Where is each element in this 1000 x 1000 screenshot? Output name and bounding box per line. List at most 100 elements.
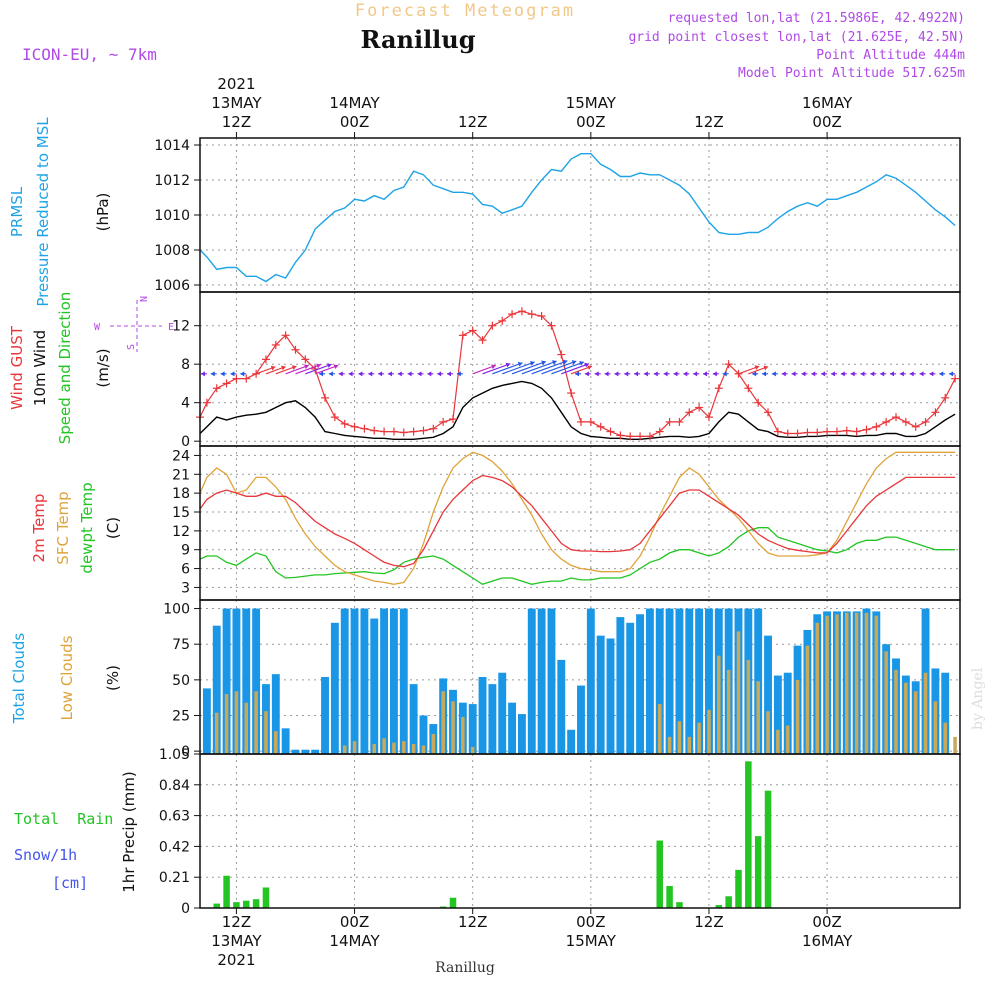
- y-tick-label: 25: [172, 709, 190, 725]
- total-cloud-bar: [242, 608, 251, 754]
- y-tick-label: 15: [172, 505, 190, 521]
- precip-label-rain: Total Rain: [14, 810, 113, 828]
- info-line-3: Point Altitude 444m: [816, 48, 965, 63]
- wind-arrow-head: [291, 365, 297, 370]
- low-cloud-bar: [795, 679, 800, 754]
- wind-direction-arrow: [482, 363, 511, 375]
- wind-arrow-head: [624, 371, 629, 377]
- info-line-4: Model Point Altitude 517.625m: [738, 66, 965, 81]
- precip-labels: Total Rain Snow/1h [cm] 1hr Precip (mm): [14, 771, 138, 892]
- y-tick-label: 0: [181, 744, 190, 760]
- total-cloud-bar: [577, 685, 585, 754]
- total-cloud-bar: [508, 702, 517, 754]
- y-tick-label: 12: [172, 524, 190, 540]
- y-tick-label: 1014: [154, 138, 190, 154]
- low-cloud-bar: [667, 736, 672, 754]
- y-tick-label: 50: [172, 673, 190, 689]
- low-cloud-bar: [697, 722, 701, 754]
- wind-arrow-head: [491, 364, 496, 370]
- wind-arrow-head: [702, 371, 707, 377]
- low-cloud-bar: [687, 736, 692, 754]
- wind-arrow-head: [801, 371, 806, 377]
- temp-label-3: dewpt Temp: [78, 482, 96, 573]
- bottom-time-label: 15MAY: [566, 932, 617, 950]
- y-tick-label: 0.63: [159, 809, 190, 825]
- wind-arrow-head: [643, 371, 648, 377]
- bottom-time-label: 13MAY: [211, 932, 262, 950]
- total-cloud-bar: [685, 608, 694, 754]
- total-cloud-bar: [616, 617, 625, 754]
- total-cloud-bar: [291, 749, 300, 754]
- wind-direction-arrow: [285, 364, 309, 375]
- precip-label-cm: [cm]: [52, 874, 88, 892]
- total-cloud-bar: [350, 608, 359, 754]
- low-cloud-bar: [657, 704, 662, 754]
- y-tick-label: 100: [163, 602, 190, 618]
- wind-arrow-head: [417, 371, 422, 377]
- low-cloud-bar: [451, 701, 455, 754]
- total-cloud-bar: [330, 622, 339, 754]
- low-cloud-bar: [402, 741, 406, 754]
- wind-label-1: Wind GUST: [8, 325, 26, 410]
- cloud-unit: (%): [104, 665, 122, 691]
- wind-direction-arrow: [551, 361, 585, 375]
- total-cloud-bar: [478, 677, 487, 754]
- top-time-label: 00Z: [576, 113, 605, 131]
- wind-arrow-head: [584, 362, 590, 368]
- low-cloud-bar: [431, 734, 436, 754]
- bottom-time-label: 2021: [217, 951, 255, 969]
- total-cloud-bar: [202, 688, 211, 754]
- rain-bar: [262, 887, 270, 908]
- top-time-label: 12Z: [694, 113, 723, 131]
- wind-arrow-head: [722, 371, 727, 377]
- low-cloud-bar: [411, 744, 416, 754]
- low-cloud-bar: [214, 712, 219, 754]
- top-time-label: 16MAY: [802, 94, 853, 112]
- total-cloud-bar: [488, 684, 497, 754]
- total-cloud-bar: [655, 608, 664, 754]
- wind-arrow-head: [270, 365, 276, 371]
- total-cloud-bar: [586, 608, 595, 754]
- low-cloud-bar: [717, 655, 721, 754]
- wind-arrow-head: [840, 371, 845, 377]
- total-cloud-bar: [557, 659, 566, 754]
- wind-arrow-head: [447, 371, 452, 377]
- wind-arrow-head: [754, 365, 760, 370]
- low-cloud-bar: [825, 615, 829, 754]
- wind-direction-arrow: [531, 360, 568, 375]
- low-cloud-bar: [776, 729, 780, 754]
- wind-arrow-head: [328, 371, 333, 377]
- total-cloud-bar: [380, 608, 389, 754]
- wind-arrow-head: [791, 371, 796, 377]
- top-time-label: 2021: [217, 75, 255, 93]
- top-time-label: 15MAY: [566, 94, 617, 112]
- wind-arrow-head: [327, 363, 332, 368]
- wind-arrow-head: [929, 371, 934, 377]
- sfc-temp-line: [199, 451, 956, 585]
- bottom-time-label: 00Z: [576, 913, 605, 931]
- total-cloud-bar: [645, 608, 654, 754]
- low-cloud-bar: [923, 672, 928, 754]
- low-cloud-bar: [736, 631, 741, 754]
- wind-arrow-head: [541, 360, 546, 366]
- low-cloud-bar: [913, 691, 918, 754]
- total-cloud-bar: [271, 674, 280, 754]
- total-cloud-bar: [222, 608, 231, 754]
- total-cloud-bar: [212, 625, 221, 754]
- wind-arrow-head: [860, 371, 865, 377]
- wind-arrow-head: [579, 361, 584, 366]
- total-cloud-bar: [281, 728, 290, 754]
- wind-arrow-head: [811, 371, 816, 377]
- low-cloud-bar: [264, 711, 268, 754]
- wind-arrow-head: [604, 371, 609, 377]
- wind-arrow-head: [319, 371, 324, 377]
- wind-arrow-head: [909, 371, 914, 377]
- wind-arrow-head: [427, 371, 432, 377]
- low-cloud-bar: [372, 744, 377, 754]
- low-cloud-bar: [677, 721, 682, 754]
- low-cloud-bar: [382, 738, 386, 754]
- rain-bar: [666, 886, 673, 908]
- total-cloud-bar: [419, 715, 428, 754]
- low-cloud-bar: [805, 645, 810, 754]
